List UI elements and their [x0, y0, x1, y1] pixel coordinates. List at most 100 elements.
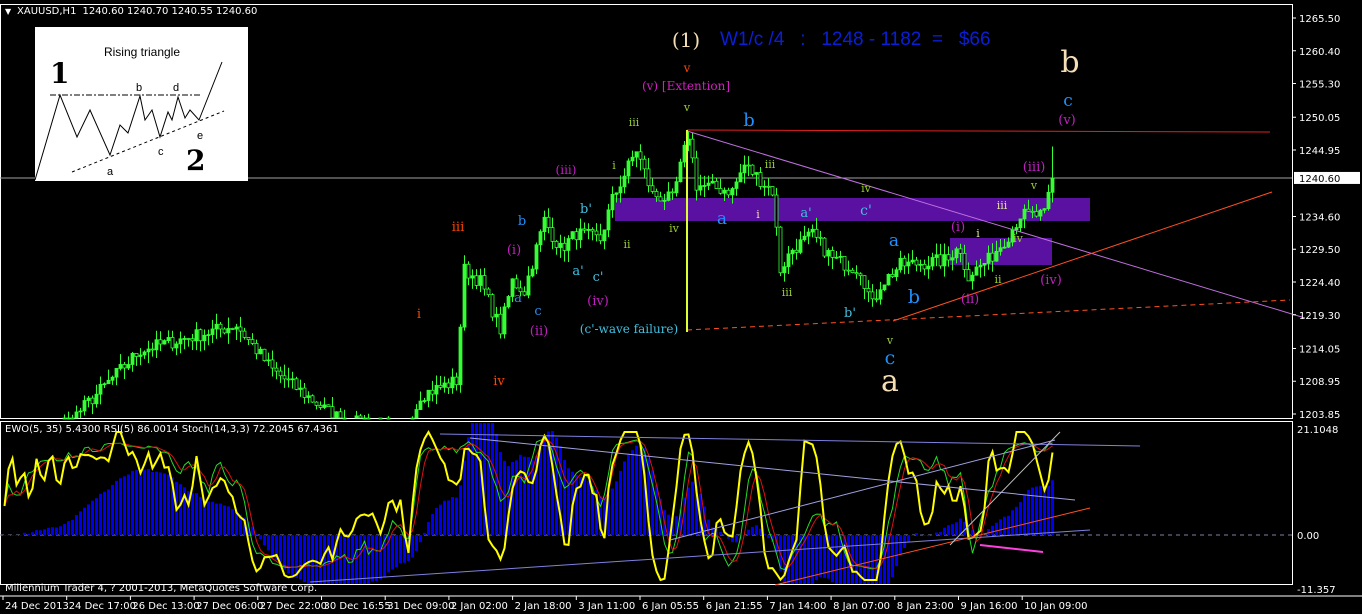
- ewo-bar: [615, 481, 618, 535]
- candle: [594, 230, 599, 236]
- ewo-bar: [271, 535, 274, 557]
- candle: [578, 228, 583, 241]
- ewo-bar: [367, 535, 370, 584]
- candle: [826, 250, 831, 257]
- triangle-upper-line[interactable]: [686, 130, 1306, 319]
- candle: [218, 323, 223, 330]
- time-tick-label: 30 Dec 16:55: [324, 601, 391, 612]
- ewo-bar: [267, 535, 270, 551]
- candle: [946, 254, 951, 261]
- ewo-bar: [135, 469, 138, 535]
- ewo-bar: [43, 529, 46, 535]
- candle: [562, 242, 567, 251]
- ewo-bar: [635, 445, 638, 535]
- indicator-tick-label: 21.1048: [1297, 425, 1338, 436]
- ewo-bar: [583, 477, 586, 535]
- candle: [162, 340, 167, 345]
- candle: [150, 348, 155, 351]
- ewo-bar: [223, 505, 226, 535]
- ewo-bar: [859, 535, 862, 584]
- candle: [606, 209, 611, 231]
- candle: [1014, 227, 1019, 231]
- candle: [986, 252, 991, 264]
- candle: [250, 339, 255, 344]
- ewo-bar: [363, 535, 366, 584]
- ewo-bar: [455, 497, 458, 535]
- ewo-bar: [555, 437, 558, 535]
- candle: [850, 269, 855, 274]
- wave-label: iv: [669, 222, 680, 235]
- candle: [1030, 210, 1035, 213]
- candle: [482, 275, 487, 290]
- wave-label: W1/c /4 : 1248 - 1182 = $66: [720, 29, 991, 50]
- candle: [954, 248, 959, 259]
- resistance-zone[interactable]: [615, 198, 1090, 221]
- candle: [838, 255, 843, 258]
- stoch-main-line: [4, 438, 1053, 571]
- wave-label: c': [860, 203, 872, 219]
- candle: [1018, 218, 1023, 229]
- price-tick-label: 1265.50: [1299, 14, 1340, 25]
- ewo-bar: [139, 469, 142, 535]
- candle: [210, 328, 215, 335]
- candle: [558, 242, 563, 248]
- candle: [662, 199, 667, 202]
- triangle-lower-line[interactable]: [892, 191, 1273, 322]
- ewo-bar: [927, 535, 930, 537]
- candle: [98, 383, 103, 395]
- ewo-bar: [499, 452, 502, 535]
- ewo-bar: [655, 484, 658, 535]
- dashed-support-line[interactable]: [686, 299, 1291, 331]
- candle: [178, 338, 183, 345]
- ewo-bar: [435, 508, 438, 535]
- indicator-legend: EWO(5, 35) 5.4300 RSI(5) 86.0014 Stoch(1…: [5, 424, 339, 435]
- ewo-bar: [755, 525, 758, 535]
- ewo-bar: [819, 535, 822, 578]
- wave-b-high-line[interactable]: [686, 129, 1271, 133]
- candle: [766, 185, 771, 188]
- time-tick-label: 26 Dec 13:00: [132, 601, 199, 612]
- candle: [894, 269, 899, 278]
- ewo-bar: [39, 530, 42, 535]
- candle: [122, 364, 127, 369]
- ewo-bar: [535, 456, 538, 535]
- candle: [818, 236, 823, 239]
- wave-label: a: [514, 291, 522, 306]
- candle: [542, 216, 547, 233]
- ewo-bar: [671, 517, 674, 535]
- inset-label-c: c: [158, 146, 164, 158]
- ewo-bar: [3, 535, 6, 536]
- wave-label: (i): [951, 220, 965, 235]
- candle: [190, 338, 195, 342]
- price-axis[interactable]: 1265.50 1260.40 1255.30 1250.05 1244.95 1234.…: [1292, 14, 1360, 596]
- ewo-bar: [7, 535, 10, 536]
- candle: [102, 383, 107, 386]
- wave-label: iii: [765, 158, 776, 171]
- ewo-bar: [987, 529, 990, 535]
- candle: [786, 253, 791, 268]
- ewo-bar: [515, 460, 518, 535]
- time-tick-label: 2 Jan 18:00: [515, 601, 572, 612]
- wave-label: v: [1030, 179, 1038, 192]
- candle: [618, 186, 623, 194]
- ewo-bar: [283, 535, 286, 570]
- candle: [526, 275, 531, 296]
- ewo-bar: [263, 535, 266, 546]
- ewo-bar: [371, 535, 374, 582]
- ewo-bar: [191, 492, 194, 535]
- wave-label: c: [885, 347, 896, 369]
- ewo-bar: [235, 512, 238, 535]
- wave-label: a: [881, 364, 899, 399]
- dropdown-arrow-icon[interactable]: ▼: [5, 7, 12, 16]
- candle: [866, 288, 871, 293]
- ewo-bar: [895, 535, 898, 567]
- candle: [450, 376, 455, 389]
- candle: [814, 228, 819, 238]
- ewo-bar: [443, 500, 446, 535]
- inset-label-a: a: [107, 166, 114, 178]
- ewo-bar: [143, 469, 146, 535]
- ewo-bar: [119, 478, 122, 535]
- ewo-bar: [383, 535, 386, 577]
